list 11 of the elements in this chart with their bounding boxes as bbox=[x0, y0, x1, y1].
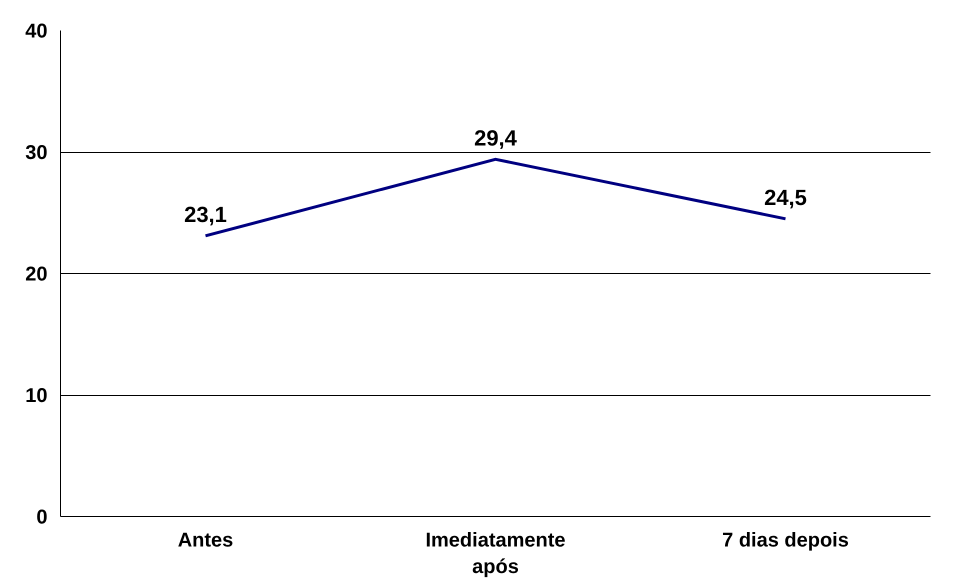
data-label: 29,4 bbox=[474, 125, 518, 150]
data-label: 24,5 bbox=[764, 184, 807, 210]
x-tick-label: Imediatamente após bbox=[425, 530, 566, 578]
x-tick-label: Antes bbox=[178, 530, 234, 552]
y-tick-label: 20 bbox=[25, 264, 48, 286]
y-tick-label: 30 bbox=[25, 142, 48, 164]
y-tick-label: 40 bbox=[25, 20, 48, 42]
x-tick-label: 7 dias depois bbox=[722, 530, 849, 552]
y-tick-label: 0 bbox=[36, 506, 48, 528]
y-tick-label: 10 bbox=[25, 385, 48, 407]
data-label: 23,1 bbox=[184, 202, 227, 227]
